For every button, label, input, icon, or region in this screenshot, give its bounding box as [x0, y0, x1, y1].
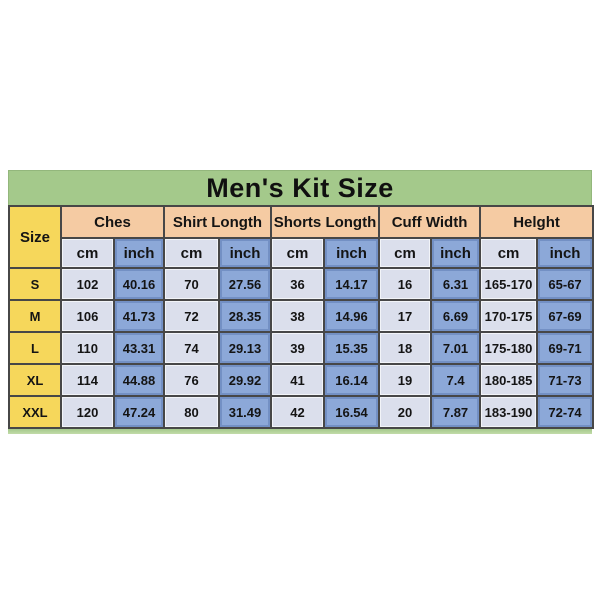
- cell-value: 16.14: [322, 363, 381, 397]
- size-label: XXL: [8, 395, 62, 429]
- cell-value: 29.92: [218, 363, 272, 397]
- cell-value: 27.56: [218, 267, 272, 301]
- cell-value: 183-190: [479, 395, 539, 429]
- cell-value: 102: [60, 267, 115, 301]
- size-label: L: [8, 331, 62, 365]
- cell-value: 175-180: [479, 331, 539, 365]
- unit-header-row: cm inch cm inch cm inch cm inch cm inch: [9, 237, 595, 269]
- table-row-l: L 110 43.31 74 29.13 39 15.35 18 7.01 17…: [8, 331, 595, 365]
- cell-value: 29.13: [218, 331, 272, 365]
- cell-value: 14.17: [322, 267, 381, 301]
- cell-value: 72: [163, 299, 220, 333]
- chart-title: Men's Kit Size: [8, 170, 592, 205]
- cell-value: 31.49: [218, 395, 272, 429]
- cell-value: 180-185: [479, 363, 539, 397]
- cell-value: 41: [270, 363, 325, 397]
- cell-value: 44.88: [113, 363, 165, 397]
- size-table: Size Ches Shirt Longth Shorts Longth Cuf…: [8, 205, 595, 429]
- unit-header-cm: cm: [270, 237, 325, 269]
- cell-value: 42: [270, 395, 325, 429]
- cell-value: 165-170: [479, 267, 539, 301]
- cell-value: 6.69: [430, 299, 482, 333]
- size-column-header: Size: [8, 205, 62, 269]
- cell-value: 16.54: [322, 395, 381, 429]
- unit-header-inch: inch: [218, 237, 272, 269]
- cell-value: 65-67: [536, 267, 595, 301]
- cell-value: 43.31: [113, 331, 165, 365]
- cell-value: 120: [60, 395, 115, 429]
- cell-value: 7.01: [430, 331, 482, 365]
- cell-value: 110: [60, 331, 115, 365]
- unit-header-cm: cm: [479, 237, 539, 269]
- cell-value: 71-73: [536, 363, 595, 397]
- cell-value: 170-175: [479, 299, 539, 333]
- cell-value: 6.31: [430, 267, 482, 301]
- table-row-s: S 102 40.16 70 27.56 36 14.17 16 6.31 16…: [8, 267, 595, 301]
- group-header-chest: Ches: [60, 205, 165, 239]
- cell-value: 7.87: [430, 395, 482, 429]
- cell-value: 14.96: [322, 299, 381, 333]
- cell-value: 38: [270, 299, 325, 333]
- cell-value: 16: [378, 267, 433, 301]
- size-chart-panel: Men's Kit Size Size Ches Shirt Longth Sh…: [8, 170, 595, 434]
- size-label: S: [8, 267, 62, 301]
- unit-header-inch: inch: [536, 237, 595, 269]
- cell-value: 76: [163, 363, 220, 397]
- cell-value: 74: [163, 331, 220, 365]
- table-row-xl: XL 114 44.88 76 29.92 41 16.14 19 7.4 18…: [8, 363, 595, 397]
- cell-value: 20: [378, 395, 433, 429]
- table-row-xxl: XXL 120 47.24 80 31.49 42 16.54 20 7.87 …: [8, 395, 595, 429]
- cell-value: 41.73: [113, 299, 165, 333]
- group-header-shirt-length: Shirt Longth: [163, 205, 272, 239]
- unit-header-cm: cm: [163, 237, 220, 269]
- cell-value: 80: [163, 395, 220, 429]
- cell-value: 69-71: [536, 331, 595, 365]
- unit-header-cm: cm: [378, 237, 433, 269]
- cell-value: 40.16: [113, 267, 165, 301]
- cell-value: 18: [378, 331, 433, 365]
- unit-header-inch: inch: [430, 237, 482, 269]
- cell-value: 19: [378, 363, 433, 397]
- cell-value: 36: [270, 267, 325, 301]
- group-header-row: Size Ches Shirt Longth Shorts Longth Cuf…: [8, 205, 595, 269]
- cell-value: 15.35: [322, 331, 381, 365]
- cell-value: 70: [163, 267, 220, 301]
- group-header-cuff-width: Cuff Width: [378, 205, 482, 239]
- cell-value: 114: [60, 363, 115, 397]
- cell-value: 47.24: [113, 395, 165, 429]
- unit-header-inch: inch: [322, 237, 381, 269]
- cell-value: 67-69: [536, 299, 595, 333]
- table-row-m: M 106 41.73 72 28.35 38 14.96 17 6.69 17…: [8, 299, 595, 333]
- size-label: XL: [8, 363, 62, 397]
- cell-value: 106: [60, 299, 115, 333]
- cell-value: 17: [378, 299, 433, 333]
- cell-value: 28.35: [218, 299, 272, 333]
- group-header-shorts-length: Shorts Longth: [269, 205, 381, 239]
- bottom-green-strip: [8, 429, 592, 434]
- cell-value: 7.4: [430, 363, 482, 397]
- unit-header-cm: cm: [60, 237, 115, 269]
- group-header-height: Helght: [479, 205, 595, 239]
- size-label: M: [8, 299, 62, 333]
- unit-header-inch: inch: [113, 237, 165, 269]
- cell-value: 72-74: [536, 395, 595, 429]
- cell-value: 39: [270, 331, 325, 365]
